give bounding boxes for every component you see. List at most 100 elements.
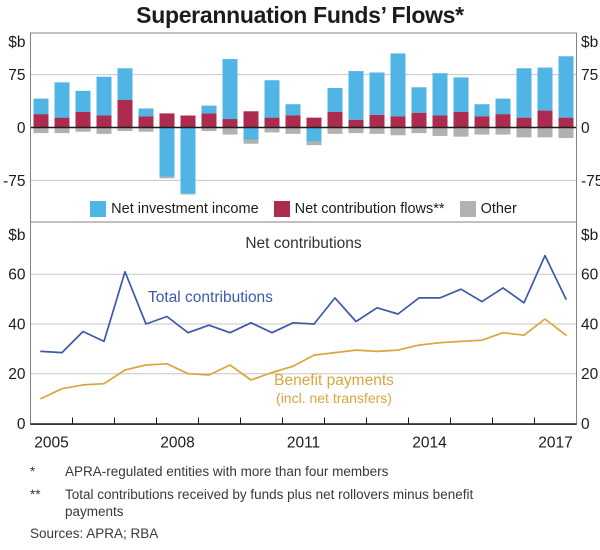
bar-segment-investment <box>327 88 343 112</box>
bar-segment-investment <box>264 80 280 118</box>
axis-tick-label: 20 <box>581 366 599 383</box>
total-line <box>40 254 567 354</box>
axis-tick-label: -75 <box>3 173 25 190</box>
y-axis-unit: $b <box>581 227 598 244</box>
bar-segment-other <box>222 127 238 135</box>
bar-segment-investment <box>432 73 448 116</box>
total-contributions-series-label: Total contributions <box>148 289 273 306</box>
benefit-payments-series-label: Benefit payments (incl. net transfers) <box>230 372 438 406</box>
legend-label: Other <box>480 201 517 217</box>
bar-segment-other <box>474 127 490 135</box>
bar-segment-investment <box>243 127 259 140</box>
contribution-flows-swatch-icon <box>273 201 290 217</box>
legend-label: Net investment income <box>111 201 259 217</box>
bar-segment-contribution <box>327 111 343 128</box>
legend: Net investment income Net contribution f… <box>30 201 577 217</box>
bar-segment-contribution <box>516 117 532 128</box>
bar-segment-contribution <box>537 110 553 128</box>
bar-segment-other <box>390 127 406 136</box>
bar-segment-contribution <box>75 111 91 128</box>
bar-segment-investment <box>222 59 238 120</box>
bar-segment-other <box>495 127 511 135</box>
bar-segment-investment <box>54 82 70 118</box>
bar-segment-other <box>180 193 196 195</box>
benefit-line <box>40 318 567 400</box>
footnote-text: Total contributions received by funds pl… <box>65 486 474 520</box>
bar-segment-investment <box>411 87 427 113</box>
bottom-panel-title: Net contributions <box>245 235 362 252</box>
footnote-marker: * <box>30 464 36 479</box>
bar-segment-other <box>201 127 217 132</box>
bar-segment-investment <box>516 68 532 118</box>
axis-tick-label: 20 <box>8 366 26 383</box>
bar-segment-other <box>264 127 280 133</box>
bar-segment-other <box>558 127 574 139</box>
footnote-marker: ** <box>30 486 41 502</box>
axis-tick-label: 75 <box>581 67 598 84</box>
bar-segment-contribution <box>558 117 574 128</box>
axis-tick-label: 0 <box>581 120 590 137</box>
bar-segment-other <box>306 141 322 146</box>
sources-line: Sources: APRA; RBA <box>30 526 159 541</box>
bar-segment-contribution <box>495 114 511 128</box>
bar-segment-other <box>369 127 385 134</box>
x-axis-label: 2017 <box>538 435 572 452</box>
bar-segment-investment <box>285 104 301 116</box>
bar-segment-investment <box>117 68 133 100</box>
bar-segment-other <box>75 127 91 132</box>
bar-segment-contribution <box>432 115 448 128</box>
y-axis-unit: $b <box>8 34 25 51</box>
legend-item-net-contribution-flows: Net contribution flows** <box>273 201 445 217</box>
bar-segment-contribution <box>243 111 259 128</box>
bar-segment-other <box>516 127 532 138</box>
bar-segment-other <box>432 127 448 136</box>
axis-tick-label: 40 <box>581 316 599 333</box>
bar-segment-contribution <box>117 99 133 128</box>
bar-segment-contribution <box>306 117 322 128</box>
axis-tick-label: 60 <box>581 267 599 284</box>
bar-segment-investment <box>453 77 469 112</box>
bar-segment-other <box>54 127 70 134</box>
bar-segment-investment <box>495 98 511 115</box>
bar-segment-other <box>117 127 133 132</box>
bar-segment-contribution <box>96 115 112 128</box>
bar-segment-investment <box>75 90 91 112</box>
bar-segment-contribution <box>285 115 301 128</box>
bar-segment-investment <box>159 127 175 177</box>
y-axis-unit: $b <box>8 227 25 244</box>
legend-item-net-investment-income: Net investment income <box>90 201 259 217</box>
axis-tick-label: -75 <box>581 173 600 190</box>
bar-segment-investment <box>201 105 217 114</box>
x-axis-label: 2008 <box>160 435 194 452</box>
axis-tick-label: 75 <box>8 67 25 84</box>
x-axis-label: 2014 <box>412 435 447 452</box>
bar-segment-other <box>411 127 427 134</box>
bar-segment-other <box>537 127 553 138</box>
axis-tick-label: 60 <box>8 267 26 284</box>
bar-segment-contribution <box>222 119 238 128</box>
bar-segment-contribution <box>201 113 217 128</box>
benefit-payments-label-line1: Benefit payments <box>274 372 394 389</box>
bar-segment-investment <box>306 127 322 142</box>
bar-segment-contribution <box>180 115 196 128</box>
bar-segment-investment <box>369 72 385 115</box>
bar-segment-contribution <box>54 117 70 128</box>
footnote-row: * APRA-regulated entities with more than… <box>30 463 578 481</box>
footnote-text: APRA-regulated entities with more than f… <box>65 464 389 479</box>
bar-segment-contribution <box>33 114 49 128</box>
bar-segment-contribution <box>159 113 175 128</box>
other-swatch-icon <box>459 201 476 217</box>
axis-tick-label: 40 <box>8 316 26 333</box>
bar-segment-other <box>138 127 154 132</box>
bar-segment-investment <box>558 56 574 118</box>
bar-segment-contribution <box>264 117 280 128</box>
bar-segment-contribution <box>453 111 469 128</box>
legend-item-other: Other <box>459 201 517 217</box>
axis-tick-label: 0 <box>17 120 26 137</box>
bar-segment-investment <box>96 76 112 116</box>
bar-segment-investment <box>138 108 154 117</box>
bar-segment-investment <box>180 127 196 194</box>
bar-segment-other <box>327 127 343 134</box>
legend-label: Net contribution flows** <box>294 201 445 217</box>
